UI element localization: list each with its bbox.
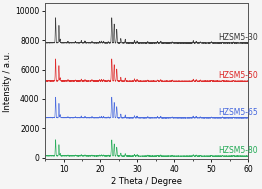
X-axis label: 2 Theta / Degree: 2 Theta / Degree bbox=[111, 177, 182, 186]
Y-axis label: Intensity / a.u.: Intensity / a.u. bbox=[3, 51, 13, 112]
Text: HZSM5-50: HZSM5-50 bbox=[219, 71, 259, 80]
Text: HZSM5-65: HZSM5-65 bbox=[219, 108, 259, 117]
Text: HZSM5-30: HZSM5-30 bbox=[219, 33, 259, 42]
Text: HZSM5-80: HZSM5-80 bbox=[219, 146, 258, 155]
